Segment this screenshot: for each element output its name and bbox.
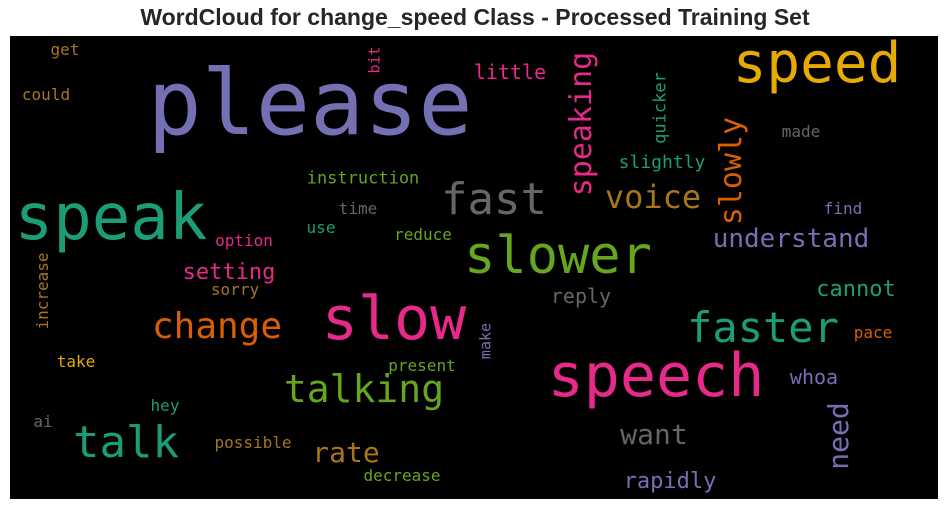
- word-rate: rate: [312, 436, 380, 469]
- word-voice: voice: [604, 178, 702, 216]
- word-instruction: instruction: [306, 168, 420, 189]
- word-possible: possible: [214, 433, 292, 452]
- word-setting: setting: [182, 260, 276, 285]
- word-speed: speed: [732, 36, 902, 96]
- word-cloud-canvas: please speed speak slow speech slower fast fast…: [10, 36, 938, 499]
- word-slow: slow: [321, 284, 467, 354]
- word-please: please: [147, 51, 473, 156]
- word-cannot: cannot: [816, 277, 896, 302]
- word-slightly: slightly: [618, 152, 706, 173]
- word-whoa: whoa: [789, 365, 839, 389]
- word-option: option: [215, 231, 273, 250]
- word-increase: increase: [33, 252, 52, 330]
- word-slower: slower: [464, 226, 652, 286]
- word-reply: reply: [550, 284, 612, 308]
- chart-title: WordCloud for change_speed Class - Proce…: [140, 4, 810, 30]
- word-could: could: [21, 85, 71, 104]
- word-want: want: [620, 418, 688, 451]
- word-make: make: [476, 322, 495, 360]
- word-get: get: [50, 40, 80, 59]
- word-faster: faster: [687, 303, 839, 352]
- word-sorry: sorry: [210, 280, 260, 299]
- word-change: change: [151, 306, 283, 347]
- word-find: find: [823, 199, 863, 218]
- word-speak: speak: [14, 181, 208, 255]
- word-reduce: reduce: [394, 225, 452, 244]
- word-understand: understand: [712, 224, 870, 254]
- word-little: little: [473, 60, 547, 84]
- word-quicker: quicker: [650, 72, 671, 144]
- word-bit: bit: [365, 46, 384, 74]
- word-slowly: slowly: [714, 116, 749, 226]
- word-pace: pace: [853, 323, 893, 342]
- word-take: take: [56, 352, 96, 371]
- word-talking: talking: [283, 367, 445, 411]
- word-need: need: [822, 402, 855, 470]
- word-rapidly: rapidly: [623, 469, 717, 494]
- word-time: time: [338, 199, 378, 218]
- word-talk: talk: [73, 417, 179, 468]
- word-ai: ai: [33, 412, 53, 431]
- word-made: made: [781, 122, 821, 141]
- word-speech: speech: [547, 341, 765, 411]
- word-fast: fast: [441, 174, 547, 225]
- word-speaking: speaking: [564, 51, 599, 197]
- word-decrease: decrease: [363, 466, 441, 485]
- word-present: present: [388, 356, 456, 375]
- word-use: use: [306, 218, 336, 237]
- word-hey: hey: [150, 396, 180, 415]
